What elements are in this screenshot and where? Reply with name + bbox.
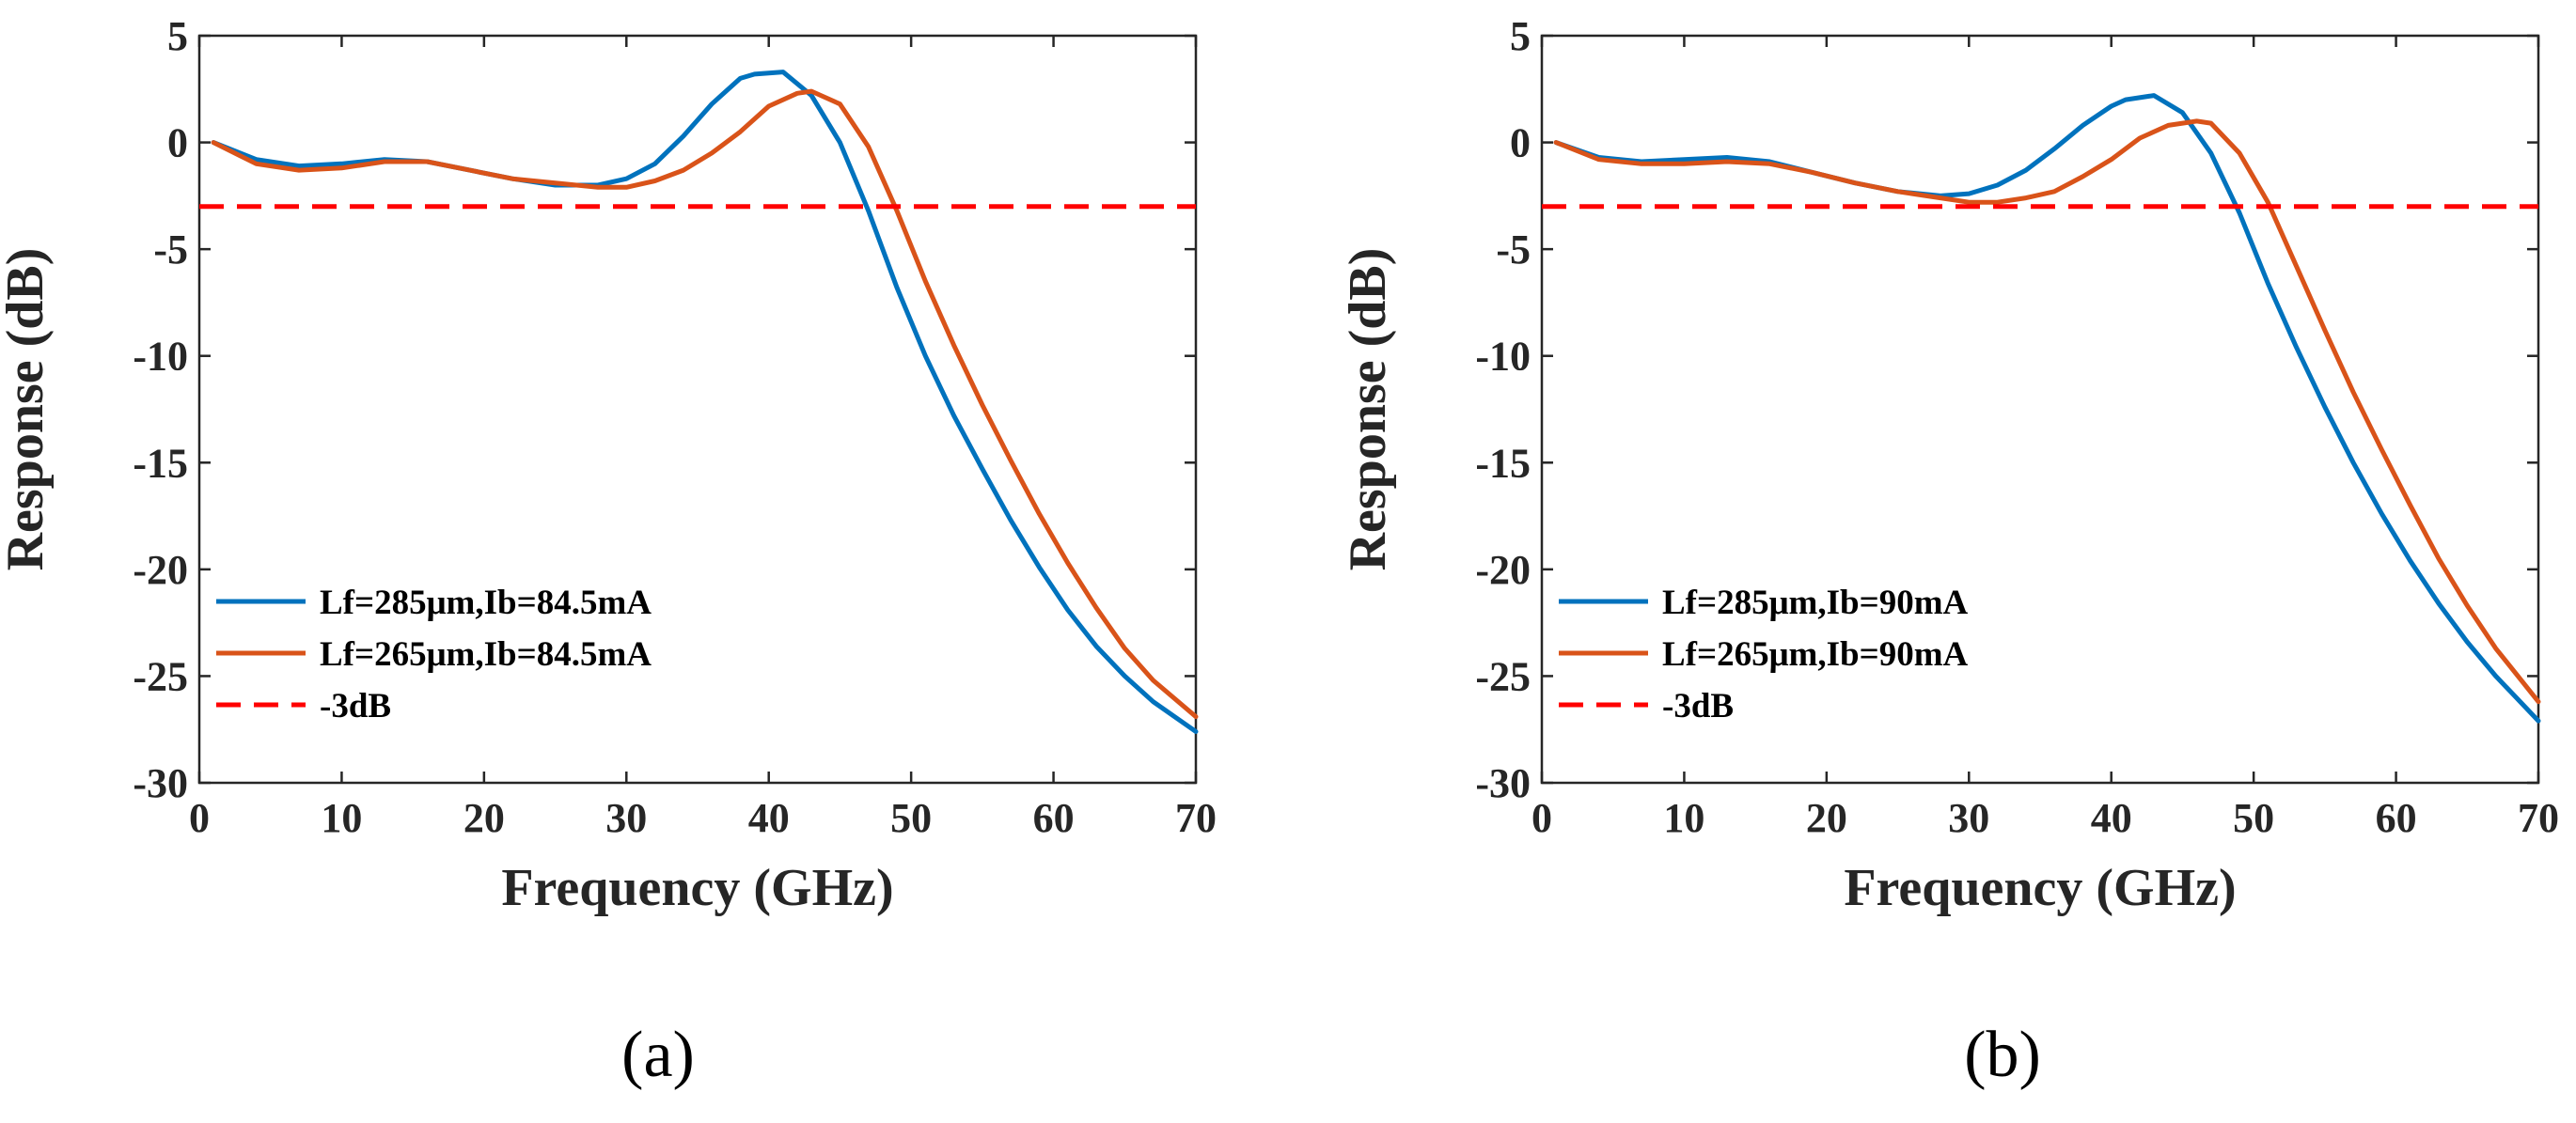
y-tick-label: -10	[1475, 334, 1531, 380]
panel-label: (b)	[1964, 1019, 2041, 1091]
y-tick-label: -5	[1496, 226, 1531, 273]
x-tick-label: 70	[1175, 795, 1217, 841]
y-tick-label: -25	[133, 653, 188, 699]
legend-label: Lf=265μm,Ib=90mA	[1662, 635, 1969, 674]
x-tick-label: 30	[1948, 795, 1989, 841]
x-tick-label: 40	[748, 795, 790, 841]
y-tick-label: 5	[167, 13, 188, 59]
axes-frame	[1540, 34, 2540, 785]
y-tick-label: -15	[1475, 440, 1531, 486]
y-tick-label: 5	[1510, 13, 1531, 59]
x-tick-label: 10	[1663, 795, 1704, 841]
x-tick-label: 20	[463, 795, 505, 841]
y-tick-label: -20	[133, 547, 188, 593]
series-line-1	[211, 70, 1199, 734]
y-tick-label: -15	[133, 440, 188, 486]
x-tick-label: 30	[605, 795, 647, 841]
x-tick-label: 0	[189, 795, 210, 841]
x-tick-label: 70	[2518, 795, 2559, 841]
x-axis-label: Frequency (GHz)	[1844, 859, 2236, 917]
x-tick-label: 60	[1033, 795, 1075, 841]
legend-label: -3dB	[1662, 687, 1734, 725]
series-line-2	[1553, 118, 2541, 705]
x-axis-label: Frequency (GHz)	[501, 859, 893, 917]
series-line-1	[1553, 93, 2541, 724]
y-axis-label: Response (dB)	[0, 248, 55, 571]
legend-label: -3dB	[320, 687, 391, 725]
y-tick-label: 0	[167, 120, 188, 166]
x-tick-label: 50	[2233, 795, 2274, 841]
x-tick-label: 40	[2091, 795, 2132, 841]
y-tick-label: -25	[1475, 653, 1531, 699]
x-tick-label: 0	[1531, 795, 1552, 841]
legend-label: Lf=285μm,Ib=90mA	[1662, 584, 1969, 622]
x-tick-label: 20	[1806, 795, 1847, 841]
y-tick-label: -30	[1475, 760, 1531, 806]
panel-b: 0 10 20 30 40 50 60 7050-5-10-15-20-25-30Freque…	[1339, 13, 2559, 1091]
y-tick-label: -20	[1475, 547, 1531, 593]
y-tick-label: -5	[153, 226, 188, 273]
panel-label: (a)	[621, 1019, 695, 1091]
y-axis-label: Response (dB)	[1339, 248, 1397, 571]
legend-label: Lf=285μm,Ib=84.5mA	[320, 584, 652, 622]
series-line-2	[211, 88, 1199, 720]
panel-a: 0 10 20 30 40 50 60 7050-5-10-15-20-25-30Freque…	[0, 13, 1217, 1091]
x-tick-label: 50	[890, 795, 932, 841]
y-tick-label: 0	[1510, 120, 1531, 166]
y-tick-label: -10	[133, 334, 188, 380]
x-tick-label: 10	[321, 795, 362, 841]
y-tick-label: -30	[133, 760, 188, 806]
x-tick-label: 60	[2376, 795, 2417, 841]
axes-frame	[197, 34, 1198, 785]
legend-label: Lf=265μm,Ib=84.5mA	[320, 635, 652, 674]
